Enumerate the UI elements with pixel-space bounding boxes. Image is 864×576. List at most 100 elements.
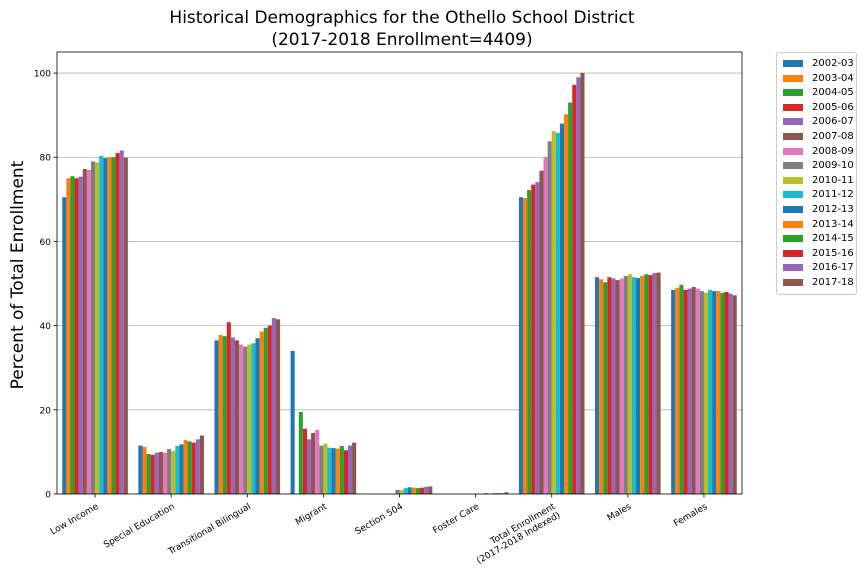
legend-item: 2010-11 (781, 174, 857, 188)
bar (547, 141, 552, 495)
legend-item: 2014-15 (781, 232, 857, 246)
bar (492, 493, 497, 494)
bar (319, 445, 324, 494)
legend-item: 2013-14 (781, 218, 857, 232)
bar (576, 77, 581, 494)
x-tick-label: Total Enrollment(2017-2018 Indexed) (470, 502, 562, 567)
bar (327, 447, 332, 494)
legend-label: 2015-16 (812, 247, 854, 259)
bar (411, 487, 416, 494)
legend-item: 2002-03 (781, 57, 857, 71)
bar (399, 490, 404, 494)
bar (564, 114, 569, 495)
bar (95, 162, 100, 495)
bar (631, 277, 637, 494)
bar (230, 337, 235, 494)
bar (679, 284, 684, 494)
legend-label: 2005-06 (812, 101, 854, 113)
y-tick-label: 60 (40, 238, 52, 248)
legend-swatch (783, 103, 803, 111)
bar (504, 492, 509, 494)
bar (111, 157, 116, 495)
legend-item: 2015-16 (781, 247, 857, 261)
legend-swatch (783, 89, 803, 97)
bar (420, 487, 425, 494)
legend-swatch (783, 133, 803, 140)
bar (311, 432, 316, 494)
bar (671, 289, 676, 494)
bar (615, 280, 620, 494)
legend-label: 2014-15 (812, 233, 854, 245)
bar (712, 291, 717, 494)
legend-label: 2009-10 (812, 160, 854, 172)
bar (543, 157, 548, 495)
bar (648, 275, 653, 494)
bar (572, 84, 577, 494)
bar (150, 454, 155, 494)
bar (218, 334, 223, 494)
bar (243, 346, 248, 494)
legend-item: 2007-08 (781, 130, 857, 144)
legend-swatch (783, 74, 803, 82)
bar (535, 182, 540, 494)
bar (603, 282, 608, 494)
bar (107, 157, 112, 495)
bar (162, 452, 168, 494)
bar (716, 291, 721, 494)
legend-label: 2004-05 (812, 87, 854, 99)
bar (222, 336, 227, 494)
bar (138, 445, 143, 494)
chart-title: Historical Demographics for the Othello … (169, 8, 635, 28)
bar (335, 448, 340, 494)
bar (428, 486, 433, 494)
x-tick-label: Migrant (294, 502, 329, 528)
legend-item: 2004-05 (781, 86, 857, 100)
y-tick-label: 40 (40, 322, 52, 332)
legend-item: 2017-18 (781, 276, 857, 290)
y-axis-label: Percent of Total Enrollment (8, 160, 28, 390)
bar (119, 150, 124, 494)
bar (187, 441, 192, 494)
bar (644, 274, 649, 494)
legend-swatch (783, 206, 803, 213)
legend-swatch (783, 264, 803, 272)
x-tick-label: Males (606, 502, 634, 524)
bar (527, 190, 532, 494)
bar (214, 340, 219, 494)
legend-label: 2006-07 (812, 116, 854, 128)
bar (263, 327, 268, 494)
bar (395, 489, 400, 494)
legend-label: 2011-12 (812, 189, 854, 201)
bar (539, 170, 544, 494)
legend-label: 2007-08 (812, 131, 854, 142)
legend-label: 2016-17 (812, 262, 854, 274)
bar (403, 488, 408, 494)
legend-item: 2003-04 (781, 72, 857, 86)
bar (636, 278, 641, 494)
legend-item: 2009-10 (781, 159, 857, 173)
bar (146, 454, 151, 494)
bar (74, 178, 79, 495)
bar (523, 198, 528, 494)
bar (415, 488, 420, 494)
bar (699, 291, 704, 494)
bar (352, 442, 357, 494)
bar (496, 493, 501, 494)
bar (611, 278, 616, 494)
x-tick-label: Foster Care (431, 502, 481, 537)
bar (247, 344, 252, 494)
bar (551, 131, 556, 494)
bar (732, 295, 737, 494)
legend-label: 2017-18 (812, 277, 854, 288)
legend-label: 2010-11 (812, 174, 854, 186)
legend-item: 2005-06 (781, 101, 857, 115)
bar (339, 446, 344, 494)
bar (656, 272, 661, 494)
bar (179, 444, 184, 494)
bar (580, 73, 585, 495)
bar (424, 486, 429, 494)
y-tick-label: 100 (34, 70, 51, 80)
bar (78, 176, 83, 494)
legend-item: 2016-17 (781, 261, 857, 275)
